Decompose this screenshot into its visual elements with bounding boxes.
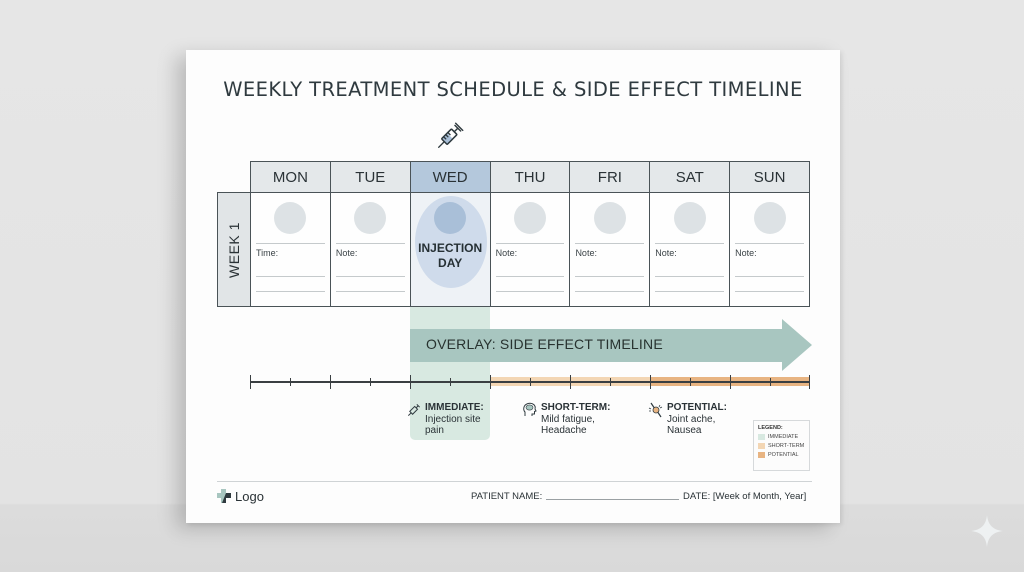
week-row: WEEK 1 Time: Note: INJECTION [217, 192, 810, 307]
medical-cross-icon [217, 489, 231, 503]
effect-short-term: SHORT-TERM: Mild fatigue, Headache [523, 402, 610, 437]
write-line[interactable] [256, 276, 325, 277]
write-line[interactable] [495, 276, 565, 277]
timeline-tick [650, 375, 652, 389]
week-label-cell: WEEK 1 [218, 193, 251, 306]
week-label: WEEK 1 [226, 221, 242, 278]
divider [655, 243, 725, 244]
treatment-schedule-sheet: WEEKLY TREATMENT SCHEDULE & SIDE EFFECT … [186, 50, 840, 523]
timeline-tick [530, 378, 532, 386]
day-header-mon: MON [251, 162, 331, 192]
day-header-thu: THU [490, 162, 571, 192]
timeline-tick [450, 378, 452, 386]
day-note-label: Note: [575, 248, 597, 258]
timeline-tick [490, 375, 492, 389]
legend-swatch [758, 452, 765, 458]
divider [735, 243, 805, 244]
day-checkbox-circle[interactable] [753, 202, 786, 234]
date-field: DATE: [Week of Month, Year] [683, 491, 807, 502]
write-line[interactable] [655, 291, 725, 292]
timeline-tick [730, 375, 732, 389]
legend: LEGEND: IMMEDIATE SHORT-TERM POTENTIAL [753, 420, 810, 471]
divider [495, 243, 565, 244]
write-line[interactable] [335, 276, 405, 277]
overlay-arrow [410, 319, 812, 371]
write-line[interactable] [495, 291, 565, 292]
patient-name-field[interactable]: PATIENT NAME: [471, 491, 680, 502]
timeline-tick [330, 375, 332, 389]
patient-name-input-line[interactable] [546, 499, 680, 500]
write-line[interactable] [655, 276, 725, 277]
day-checkbox-circle[interactable] [593, 202, 626, 234]
day-checkbox-circle[interactable] [274, 202, 307, 234]
write-line[interactable] [575, 291, 645, 292]
day-cell-wed-injection[interactable]: INJECTION DAY [410, 193, 491, 306]
day-note-label: Note: [495, 248, 518, 258]
day-cell-sun[interactable]: Note: [730, 193, 810, 306]
legend-swatch [758, 434, 765, 440]
day-checkbox-circle[interactable] [673, 202, 706, 234]
write-line[interactable] [735, 276, 805, 277]
day-note-label: Time: [256, 248, 279, 258]
day-header-wed: WED [410, 162, 491, 192]
day-cell-tue[interactable]: Note: [330, 193, 411, 306]
timeline-tick [370, 378, 372, 386]
legend-item-short-term: SHORT-TERM [758, 443, 805, 449]
write-line[interactable] [335, 291, 405, 292]
day-cell-sat[interactable]: Note: [650, 193, 731, 306]
effect-immediate: IMMEDIATE: Injection site pain [407, 402, 484, 437]
day-header-sun: SUN [730, 162, 810, 192]
day-header-fri: FRI [570, 162, 651, 192]
timeline-tick [410, 375, 412, 389]
write-line[interactable] [735, 291, 805, 292]
page-title: WEEKLY TREATMENT SCHEDULE & SIDE EFFECT … [223, 78, 803, 101]
day-checkbox-circle[interactable] [434, 202, 467, 234]
day-note-label: Note: [335, 248, 358, 258]
logo: Logo [216, 488, 264, 504]
day-cell-mon[interactable]: Time: [251, 193, 331, 306]
timeline-tick [570, 375, 572, 389]
sparkle-icon [971, 515, 1003, 547]
joint-icon [648, 402, 663, 418]
divider [256, 243, 325, 244]
timeline-tick [690, 378, 692, 386]
timeline-tick [770, 378, 772, 386]
day-header-row: MON TUE WED THU FRI SAT SUN [250, 161, 810, 193]
timeline-tick [809, 375, 811, 389]
day-checkbox-circle[interactable] [514, 202, 546, 234]
write-line[interactable] [575, 276, 645, 277]
legend-swatch [758, 443, 765, 449]
day-header-sat: SAT [650, 162, 731, 192]
head-icon [523, 402, 537, 416]
legend-item-immediate: IMMEDIATE [758, 434, 805, 440]
divider [575, 243, 645, 244]
legend-item-potential: POTENTIAL [758, 452, 805, 458]
timeline-tick [290, 378, 292, 386]
syringe-icon [407, 403, 421, 417]
day-header-tue: TUE [330, 162, 411, 192]
overlay-label: OVERLAY: SIDE EFFECT TIMELINE [426, 336, 663, 352]
timeline-tick [250, 375, 252, 389]
schedule-grid: MON TUE WED THU FRI SAT SUN WEEK 1 Time: [217, 161, 810, 307]
day-cell-fri[interactable]: Note: [570, 193, 651, 306]
day-note-label: Note: [735, 248, 757, 258]
day-cell-thu[interactable]: Note: [490, 193, 571, 306]
write-line[interactable] [256, 291, 325, 292]
effect-potential: POTENTIAL: Joint ache, Nausea [648, 402, 727, 437]
injection-day-label: INJECTION DAY [418, 241, 483, 270]
syringe-icon [437, 122, 464, 149]
day-note-label: Note: [655, 248, 677, 258]
legend-title: LEGEND: [758, 425, 783, 431]
day-checkbox-circle[interactable] [354, 202, 387, 234]
timeline-tick [610, 378, 612, 386]
divider [335, 243, 405, 244]
footer-divider [217, 481, 812, 482]
